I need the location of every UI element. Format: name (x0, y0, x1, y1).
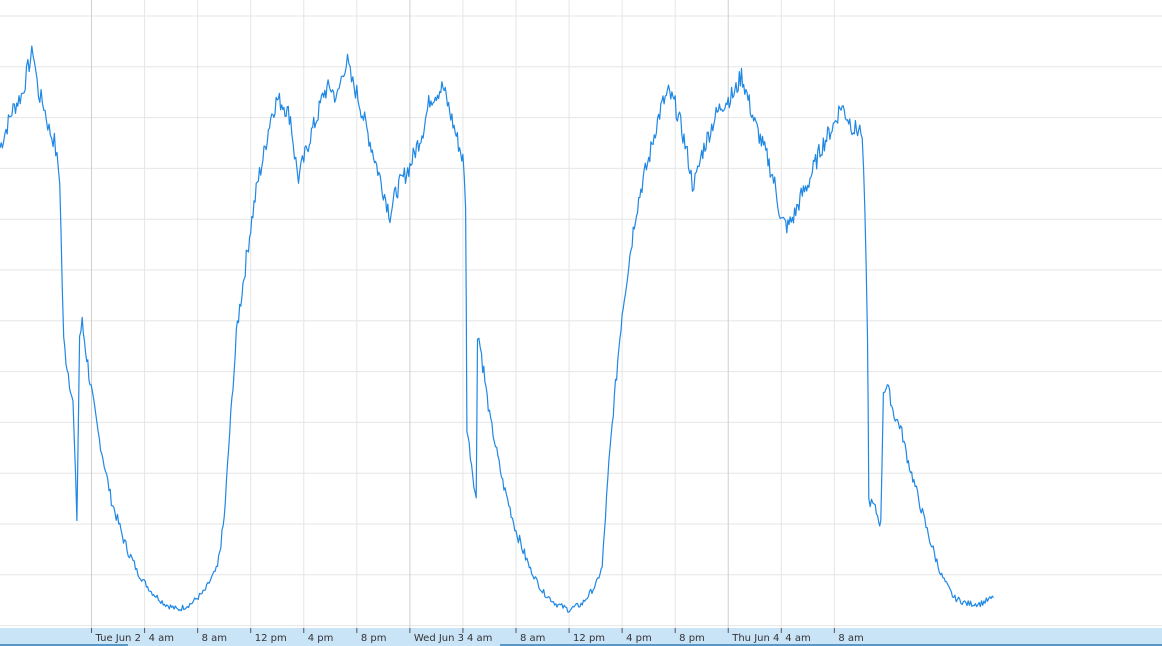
x-tick-label: 12 pm (255, 633, 287, 644)
navigator-handle[interactable] (0, 644, 128, 646)
x-tick-label: Thu Jun 4 (731, 633, 779, 644)
x-tick-label: Wed Jun 3 (414, 633, 464, 644)
navigator-background (0, 628, 1162, 646)
navigator-handle[interactable] (500, 644, 1162, 646)
x-tick-label: 8 am (202, 633, 227, 644)
x-tick-label: 12 pm (573, 633, 605, 644)
gridlines (0, 0, 1162, 628)
x-tick-label: 8 pm (361, 633, 387, 644)
x-tick-label: 8 pm (679, 633, 705, 644)
series-line (0, 45, 994, 613)
x-tick-label: 4 am (467, 633, 492, 644)
x-tick-label: 8 am (838, 633, 863, 644)
x-tick-label: 4 pm (308, 633, 334, 644)
x-tick-label: 8 am (520, 633, 545, 644)
series-group (0, 45, 994, 613)
x-tick-label: 4 am (785, 633, 810, 644)
x-tick-label: 4 pm (626, 633, 652, 644)
navigator-band (0, 628, 1162, 646)
x-tick-label: 4 am (149, 633, 174, 644)
x-tick-label: Tue Jun 2 (95, 633, 141, 644)
